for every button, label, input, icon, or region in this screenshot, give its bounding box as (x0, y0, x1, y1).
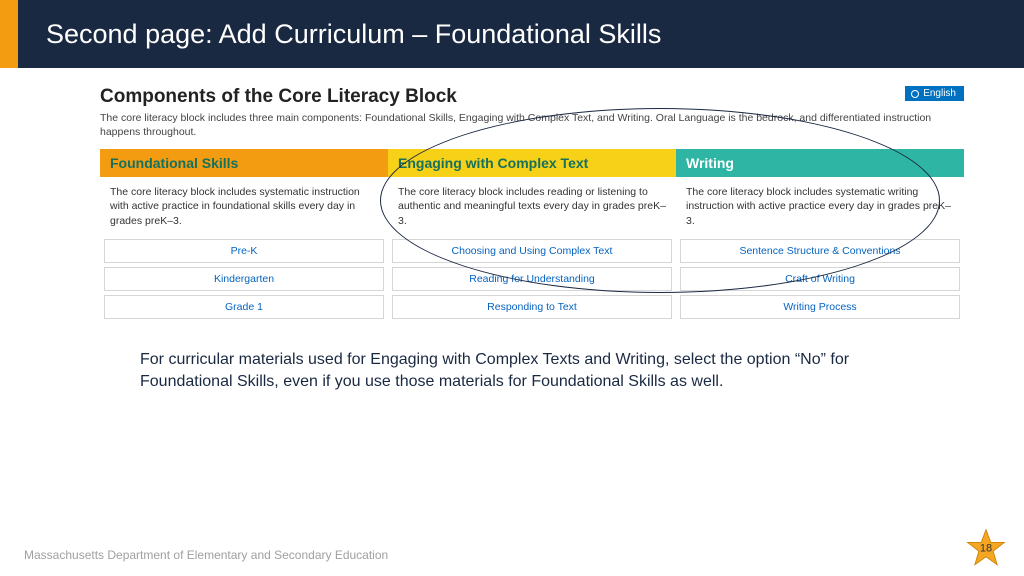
link-item[interactable]: Craft of Writing (680, 267, 960, 291)
language-label: English (923, 88, 956, 99)
column-links: Sentence Structure & Conventions Craft o… (676, 235, 964, 323)
footer-text: Massachusetts Department of Elementary a… (24, 548, 388, 562)
column-links: Choosing and Using Complex Text Reading … (388, 235, 676, 323)
slide-title: Second page: Add Curriculum – Foundation… (18, 0, 1024, 68)
section-description: The core literacy block includes three m… (100, 112, 964, 139)
link-item[interactable]: Sentence Structure & Conventions (680, 239, 960, 263)
column-links: Pre-K Kindergarten Grade 1 (100, 235, 388, 323)
link-item[interactable]: Reading for Understanding (392, 267, 672, 291)
link-item[interactable]: Choosing and Using Complex Text (392, 239, 672, 263)
column-body: The core literacy block includes systema… (100, 177, 388, 235)
instruction-note: For curricular materials used for Engagi… (140, 349, 860, 392)
page-number: 18 (980, 542, 992, 554)
link-item[interactable]: Writing Process (680, 295, 960, 319)
column-body: The core literacy block includes systema… (676, 177, 964, 235)
column-header: Foundational Skills (100, 149, 388, 177)
globe-icon (911, 90, 919, 98)
link-item[interactable]: Kindergarten (104, 267, 384, 291)
page-number-star: 18 (966, 528, 1006, 568)
column-header: Engaging with Complex Text (388, 149, 676, 177)
link-item[interactable]: Grade 1 (104, 295, 384, 319)
content-area: English Components of the Core Literacy … (0, 68, 1024, 392)
language-badge[interactable]: English (905, 86, 964, 101)
column-foundational-skills: Foundational Skills The core literacy bl… (100, 149, 388, 323)
column-body: The core literacy block includes reading… (388, 177, 676, 235)
column-writing: Writing The core literacy block includes… (676, 149, 964, 323)
accent-stripe (0, 0, 18, 68)
link-item[interactable]: Responding to Text (392, 295, 672, 319)
columns-container: Foundational Skills The core literacy bl… (100, 149, 964, 323)
column-header: Writing (676, 149, 964, 177)
title-bar: Second page: Add Curriculum – Foundation… (0, 0, 1024, 68)
link-item[interactable]: Pre-K (104, 239, 384, 263)
section-heading: Components of the Core Literacy Block (100, 86, 964, 108)
column-engaging-complex-text: Engaging with Complex Text The core lite… (388, 149, 676, 323)
